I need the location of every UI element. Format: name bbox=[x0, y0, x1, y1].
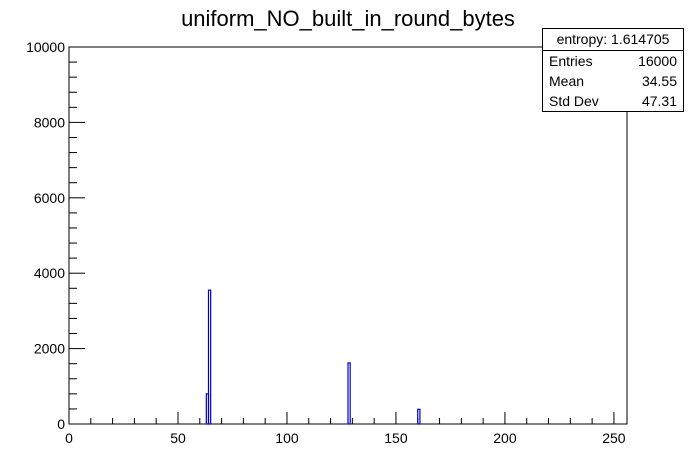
stats-value: 34.55 bbox=[641, 73, 677, 89]
x-tick-label: 100 bbox=[275, 430, 299, 446]
x-tick-label: 0 bbox=[65, 430, 73, 446]
stats-box: entropy: 1.614705 Entries 16000 Mean 34.… bbox=[542, 28, 684, 112]
stats-label: Mean bbox=[549, 73, 585, 89]
x-axis: 0 50 100 150 200 250 bbox=[65, 412, 626, 446]
y-axis: 0 2000 4000 6000 8000 10000 bbox=[26, 39, 85, 432]
y-tick-label: 2000 bbox=[34, 341, 65, 357]
y-tick-label: 8000 bbox=[34, 114, 65, 130]
x-tick-label: 150 bbox=[384, 430, 408, 446]
stats-row-mean: Mean 34.55 bbox=[543, 71, 683, 91]
stats-label: Entries bbox=[549, 53, 593, 69]
chart-title: uniform_NO_built_in_round_bytes bbox=[181, 6, 515, 31]
y-tick-label: 10000 bbox=[26, 39, 65, 55]
y-tick-label: 4000 bbox=[34, 265, 65, 281]
histogram-bars bbox=[205, 289, 421, 425]
stats-row-entries: Entries 16000 bbox=[543, 51, 683, 71]
stats-title: entropy: 1.614705 bbox=[543, 29, 683, 51]
stats-value: 16000 bbox=[638, 53, 677, 69]
x-tick-label: 250 bbox=[602, 430, 626, 446]
stats-label: Std Dev bbox=[549, 93, 599, 109]
stats-value: 47.31 bbox=[641, 93, 677, 109]
histogram-bin bbox=[417, 408, 421, 425]
y-tick-label: 6000 bbox=[34, 190, 65, 206]
y-tick-label: 0 bbox=[57, 416, 65, 432]
x-tick-label: 50 bbox=[170, 430, 186, 446]
histogram-bin bbox=[347, 362, 351, 425]
stats-row-std-dev: Std Dev 47.31 bbox=[543, 91, 683, 111]
x-tick-label: 200 bbox=[493, 430, 517, 446]
histogram-bin bbox=[207, 289, 212, 425]
